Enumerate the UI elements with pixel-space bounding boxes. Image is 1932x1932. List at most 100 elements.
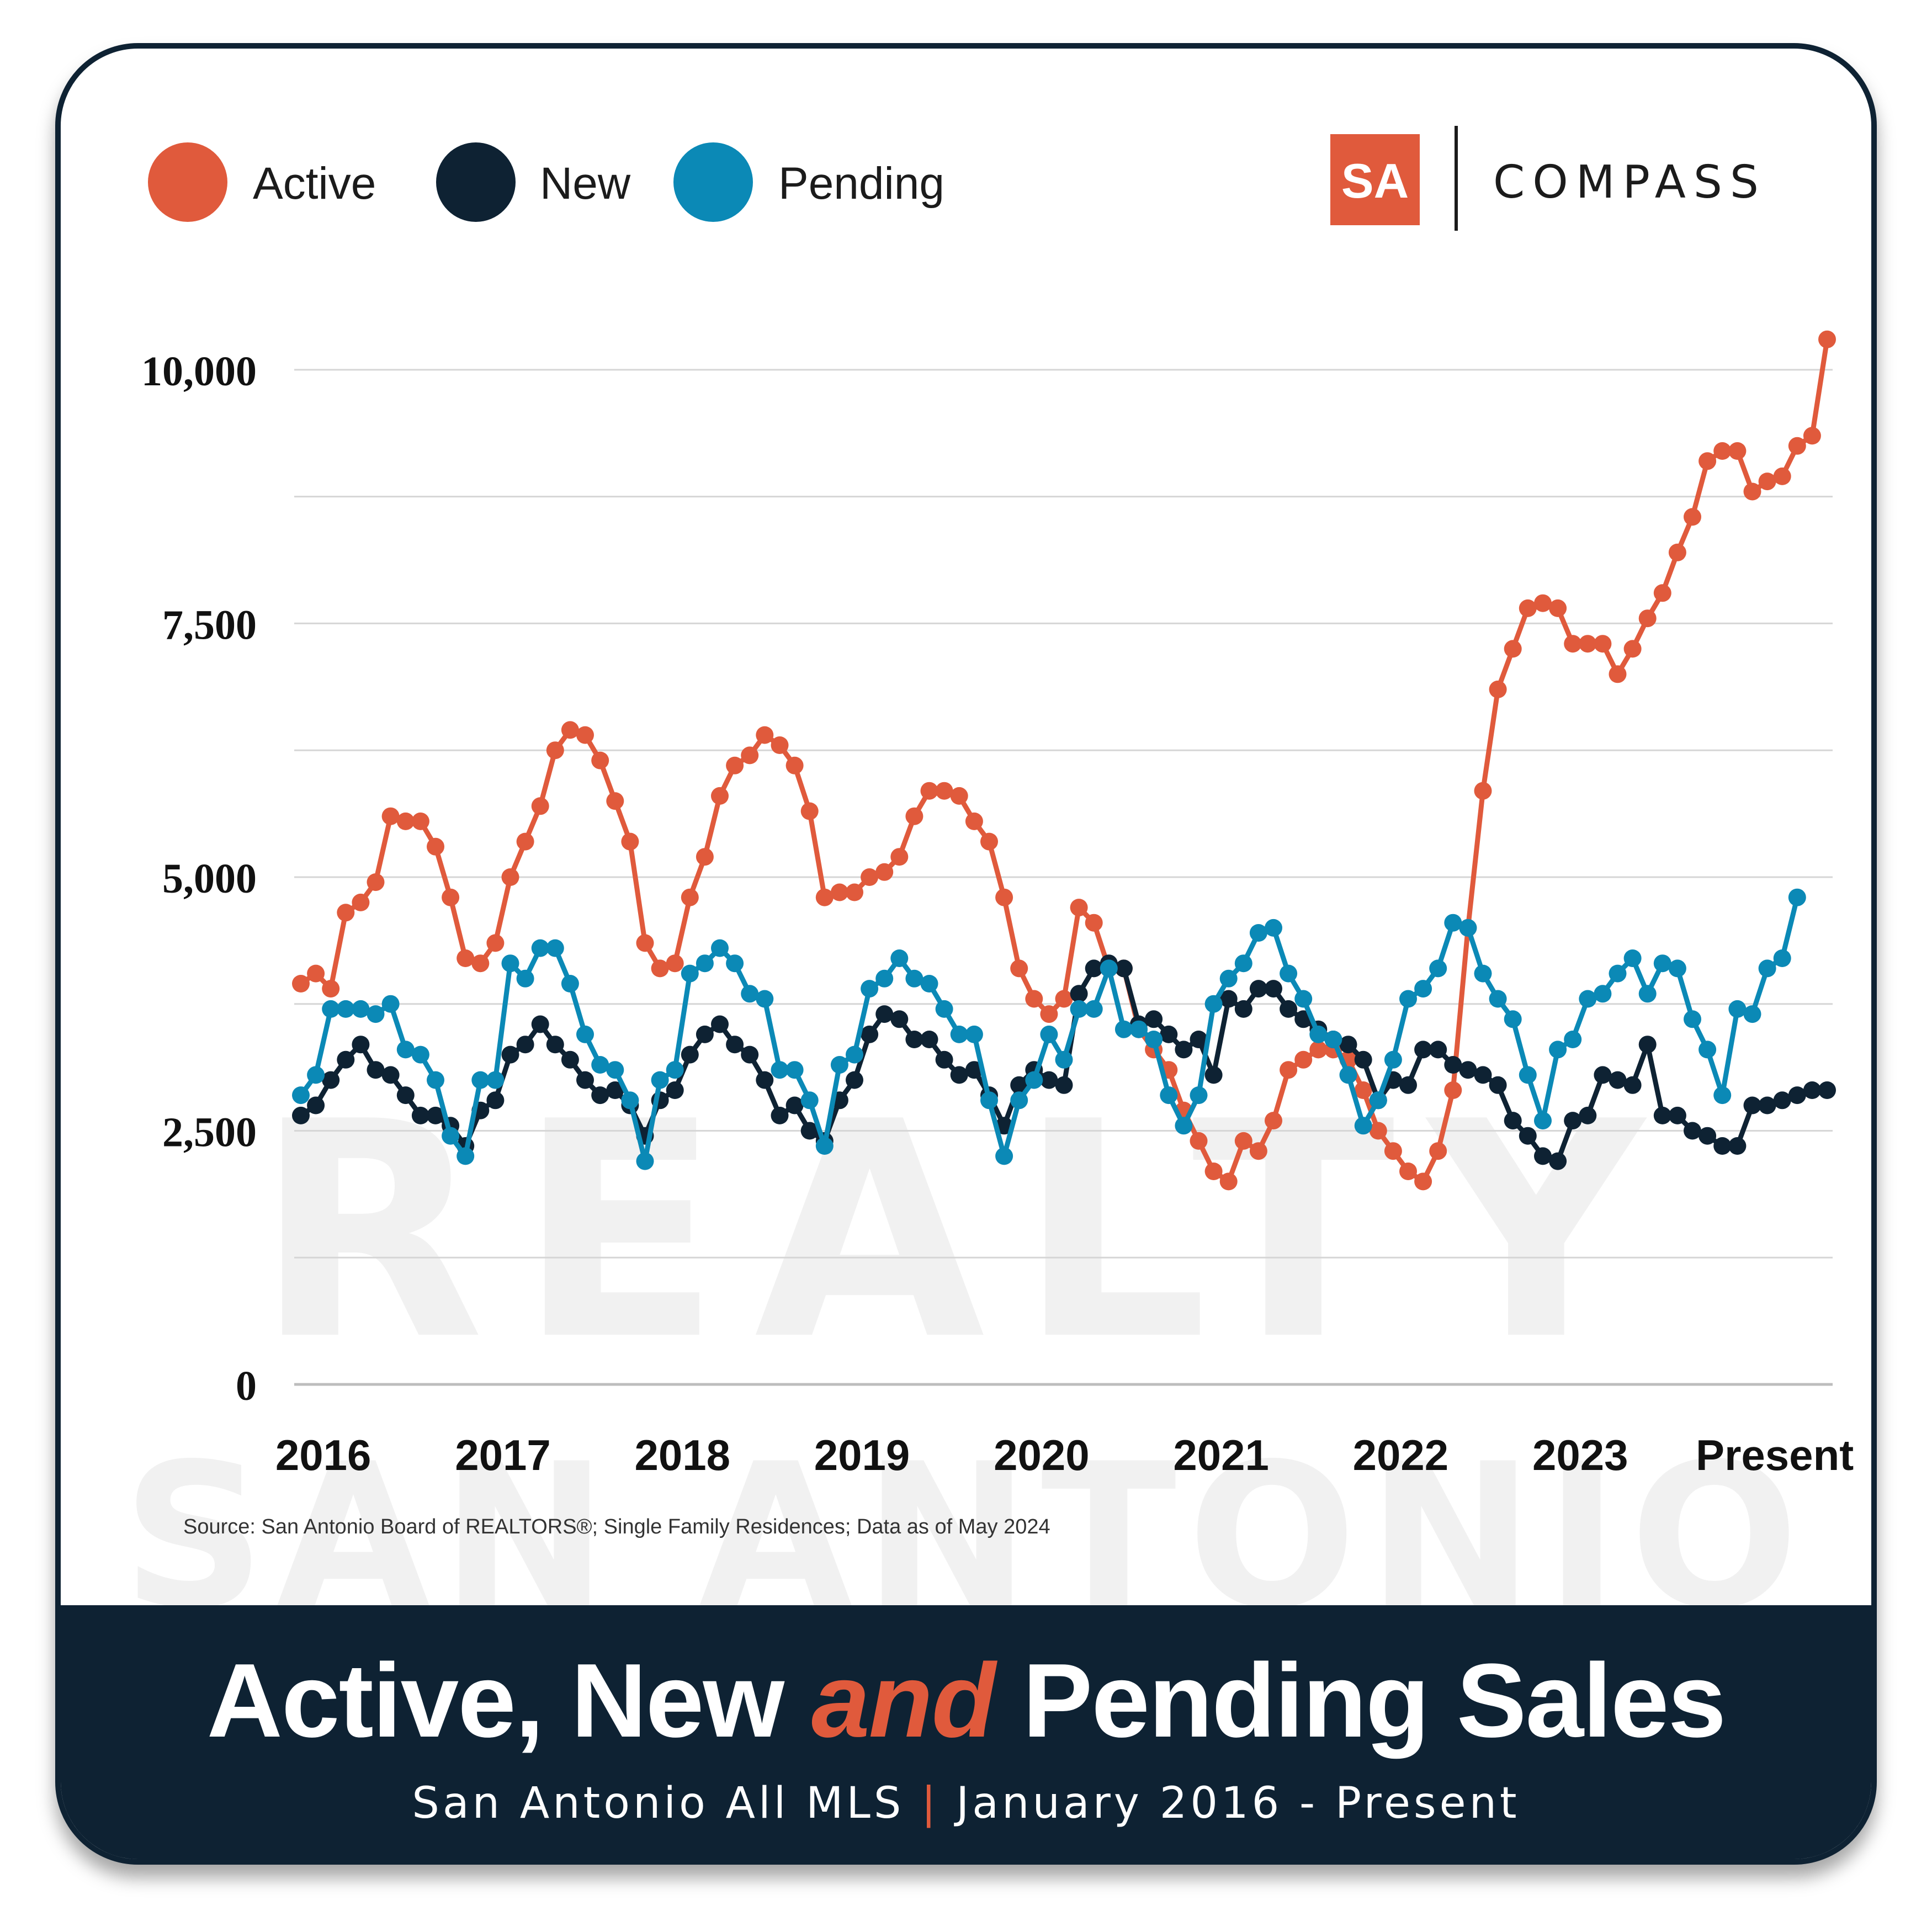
data-point-pending xyxy=(576,1025,594,1043)
data-point-active xyxy=(666,954,684,973)
data-point-new xyxy=(411,1106,429,1124)
data-point-active xyxy=(651,959,669,978)
x-tick-label: 2016 xyxy=(275,1431,371,1479)
data-point-new xyxy=(1594,1066,1612,1084)
data-point-new xyxy=(292,1106,310,1124)
data-point-new xyxy=(890,1010,909,1028)
data-point-active xyxy=(1040,1005,1058,1023)
banner-title-em: and xyxy=(811,1642,996,1759)
data-point-pending xyxy=(486,1071,505,1089)
x-tick-label: 2017 xyxy=(455,1431,551,1479)
data-point-active xyxy=(1713,442,1732,460)
data-point-new xyxy=(1010,1076,1028,1094)
data-point-active xyxy=(1190,1132,1208,1150)
data-point-active xyxy=(785,756,804,774)
data-point-pending xyxy=(1324,1031,1342,1048)
data-point-pending xyxy=(1474,964,1492,983)
data-point-active xyxy=(1728,442,1747,460)
data-point-active xyxy=(1594,635,1612,653)
data-point-pending xyxy=(1773,949,1791,967)
data-point-new xyxy=(1444,1056,1462,1074)
data-point-active xyxy=(1623,640,1642,658)
data-point-active xyxy=(711,787,729,805)
data-point-new xyxy=(1459,1061,1477,1079)
data-point-pending xyxy=(1653,954,1671,973)
x-tick-label: 2019 xyxy=(814,1431,910,1479)
data-point-active xyxy=(815,888,834,906)
data-point-pending xyxy=(1668,959,1686,978)
data-point-new xyxy=(666,1081,684,1099)
data-point-active xyxy=(1788,437,1806,455)
data-point-new xyxy=(516,1036,534,1054)
data-point-new xyxy=(965,1061,983,1079)
data-point-active xyxy=(800,802,819,820)
data-point-pending xyxy=(457,1147,475,1165)
data-point-new xyxy=(950,1066,968,1084)
series-active xyxy=(292,330,1836,1191)
data-point-active xyxy=(1354,1081,1372,1099)
data-point-pending xyxy=(1040,1025,1058,1043)
data-point-new xyxy=(546,1036,564,1054)
banner-title-part1: Active, New xyxy=(206,1642,811,1759)
data-point-pending xyxy=(292,1086,310,1105)
data-point-new xyxy=(322,1071,340,1089)
data-point-active xyxy=(1758,473,1776,491)
data-point-pending xyxy=(1549,1041,1567,1059)
data-point-pending xyxy=(756,990,774,1008)
banner-subtitle-part2: January 2016 - Present xyxy=(939,1779,1520,1828)
y-tick-label: 0 xyxy=(236,1363,257,1409)
x-tick-label: 2018 xyxy=(634,1431,730,1479)
x-tick-label: Present xyxy=(1696,1431,1854,1479)
data-point-pending xyxy=(980,1091,998,1110)
data-point-active xyxy=(1668,543,1686,561)
legend-swatch-new xyxy=(436,142,516,222)
data-point-pending xyxy=(1204,995,1223,1013)
legend: Active New Pending xyxy=(148,142,944,222)
data-point-pending xyxy=(771,1061,789,1079)
data-point-active xyxy=(1010,959,1028,978)
data-point-pending xyxy=(621,1091,639,1110)
sa-badge xyxy=(1330,134,1420,225)
data-point-new xyxy=(905,1031,923,1048)
data-point-new xyxy=(1534,1147,1552,1165)
data-point-new xyxy=(1040,1071,1058,1089)
data-point-pending xyxy=(1145,1031,1163,1048)
legend-label-pending: Pending xyxy=(778,158,944,209)
data-point-new xyxy=(875,1005,894,1023)
x-tick-label: 2022 xyxy=(1353,1431,1449,1479)
legend-item-new[interactable]: New xyxy=(436,142,631,222)
data-point-pending xyxy=(516,969,534,988)
data-point-new xyxy=(1414,1041,1432,1059)
watermark-line1: REALTY xyxy=(255,1059,1678,1405)
data-point-new xyxy=(1474,1066,1492,1084)
data-point-active xyxy=(1818,330,1836,348)
data-point-pending xyxy=(337,1000,355,1018)
legend-item-pending[interactable]: Pending xyxy=(673,142,944,222)
chart-svg: REALTY SAN ANTONIO Active New Pending SA… xyxy=(122,126,1854,1652)
data-point-pending xyxy=(1175,1117,1193,1135)
data-point-active xyxy=(591,751,609,769)
legend-item-active[interactable]: Active xyxy=(148,142,376,222)
data-point-new xyxy=(1713,1137,1732,1155)
data-point-active xyxy=(1653,584,1671,602)
data-point-pending xyxy=(1399,990,1417,1008)
banner-title-part2: Pending Sales xyxy=(994,1642,1727,1759)
y-tick-label: 5,000 xyxy=(162,856,257,902)
data-point-new xyxy=(1609,1071,1627,1089)
data-point-pending xyxy=(965,1025,983,1043)
data-point-pending xyxy=(846,1045,863,1064)
data-point-new xyxy=(696,1025,714,1043)
data-point-active xyxy=(1399,1163,1417,1180)
data-point-active xyxy=(292,975,310,992)
data-point-new xyxy=(1728,1137,1747,1155)
watermark: REALTY SAN ANTONIO xyxy=(122,1059,1798,1652)
data-point-pending xyxy=(546,939,564,957)
data-point-new xyxy=(352,1036,370,1054)
data-point-active xyxy=(486,934,505,952)
data-point-active xyxy=(1743,482,1761,501)
data-point-new xyxy=(1265,980,1282,998)
data-point-active xyxy=(1489,680,1507,698)
data-point-new xyxy=(1758,1096,1776,1114)
data-point-active xyxy=(1474,782,1492,800)
data-point-pending xyxy=(1609,964,1627,983)
